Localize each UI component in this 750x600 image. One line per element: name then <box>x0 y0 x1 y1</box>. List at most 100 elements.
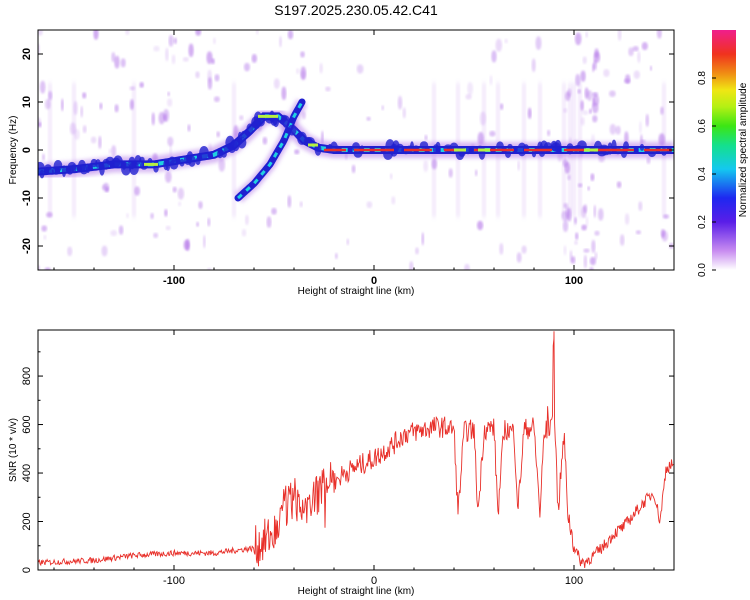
ridge-blob <box>639 143 645 151</box>
colorbar-tick-label: 0.0 <box>697 263 708 277</box>
y-tick-label: 10 <box>21 96 33 108</box>
halo-speckle <box>527 107 532 120</box>
halo-speckle <box>195 71 200 79</box>
halo-speckle <box>421 232 425 246</box>
halo-speckle <box>615 125 621 135</box>
spectrogram-ridges <box>38 98 674 203</box>
y-tick-label: 0 <box>21 147 33 153</box>
halo-speckle <box>489 130 496 137</box>
halo-speckle <box>187 124 191 132</box>
halo-speckle <box>299 201 303 208</box>
ridge-blob <box>435 141 441 151</box>
halo-speckle <box>177 201 182 207</box>
spectrogram-halo <box>38 30 674 270</box>
colorbar-ticks: 0.0 0.2 0.4 0.6 0.8 <box>697 71 716 277</box>
snr-panel: -100 0 100 0 200 400 600 800 Height of straight… <box>8 329 675 597</box>
halo-speckle <box>381 105 384 111</box>
x-tick-label: 100 <box>565 575 583 587</box>
halo-speckle <box>287 195 292 208</box>
ridge-blob <box>505 149 511 158</box>
ridge-blob <box>39 169 45 179</box>
halo-speckle <box>590 173 595 182</box>
halo-smear <box>72 82 76 218</box>
halo-speckle <box>415 247 419 255</box>
halo-speckle <box>245 214 249 226</box>
halo-speckle <box>207 77 213 90</box>
halo-speckle <box>239 115 244 121</box>
ridge-blob <box>507 143 513 150</box>
halo-speckle <box>118 225 124 235</box>
halo-speckle <box>645 113 650 127</box>
halo-speckle <box>581 224 587 231</box>
halo-speckle <box>656 30 662 39</box>
halo-speckle <box>111 52 116 63</box>
halo-speckle <box>211 58 215 65</box>
halo-speckle <box>158 111 165 125</box>
halo-speckle <box>495 38 503 52</box>
spectrogram-xlabel: Height of straight line (km) <box>298 286 415 297</box>
halo-smear <box>132 82 136 218</box>
halo-speckle <box>82 92 87 99</box>
halo-speckle <box>535 36 542 50</box>
halo-speckle <box>633 70 640 79</box>
halo-speckle <box>300 70 306 80</box>
halo-speckle <box>38 122 42 128</box>
snr-series-line <box>38 331 674 569</box>
ridge-blob <box>237 136 247 149</box>
halo-speckle <box>196 221 200 227</box>
halo-speckle <box>287 30 294 40</box>
ridge-blob <box>71 164 77 173</box>
halo-speckle <box>213 96 220 103</box>
halo-speckle <box>114 104 119 113</box>
halo-speckle <box>120 58 126 68</box>
ridge-mid-band <box>237 101 304 200</box>
halo-speckle <box>167 136 174 147</box>
halo-speckle <box>609 123 616 135</box>
halo-speckle <box>574 240 578 245</box>
halo-speckle <box>281 86 287 101</box>
halo-speckle <box>271 207 277 215</box>
halo-speckle <box>198 201 203 210</box>
halo-speckle <box>101 245 108 257</box>
halo-speckle <box>617 30 622 41</box>
halo-speckle <box>172 186 177 193</box>
ridge-blob <box>85 165 91 173</box>
halo-speckle <box>164 209 168 217</box>
halo-speckle <box>279 36 282 48</box>
halo-speckle <box>624 213 630 225</box>
halo-speckle <box>465 94 472 100</box>
ridge-blob <box>46 168 54 175</box>
halo-speckle <box>188 43 194 58</box>
halo-speckle <box>423 160 429 173</box>
y-tick-label: 200 <box>21 512 33 530</box>
halo-speckle <box>424 134 428 141</box>
halo-speckle <box>168 34 174 47</box>
halo-speckle <box>207 267 212 270</box>
halo-speckle <box>580 70 586 82</box>
halo-speckle <box>489 75 493 86</box>
halo-speckle <box>547 129 551 137</box>
halo-speckle <box>80 105 84 118</box>
colorbar-gradient <box>712 30 736 270</box>
halo-speckle <box>39 80 46 94</box>
halo-speckle <box>589 108 592 114</box>
halo-speckle <box>593 204 597 218</box>
halo-speckle <box>587 186 590 191</box>
halo-speckle <box>389 173 393 180</box>
halo-speckle <box>594 48 599 59</box>
halo-speckle <box>244 62 250 72</box>
ridge-blob <box>554 139 562 154</box>
halo-speckle <box>391 196 396 205</box>
halo-speckle <box>82 125 87 134</box>
snr-xlabel: Height of straight line (km) <box>298 586 415 597</box>
halo-speckle <box>207 217 211 227</box>
halo-speckle <box>585 31 588 38</box>
halo-speckle <box>593 94 600 106</box>
halo-speckle <box>251 53 257 63</box>
halo-speckle <box>632 46 639 52</box>
halo-speckle <box>38 265 41 270</box>
halo-speckle <box>474 169 478 177</box>
snr-ticks: -100 0 100 0 200 400 600 800 <box>21 330 674 587</box>
halo-speckle <box>214 74 220 82</box>
